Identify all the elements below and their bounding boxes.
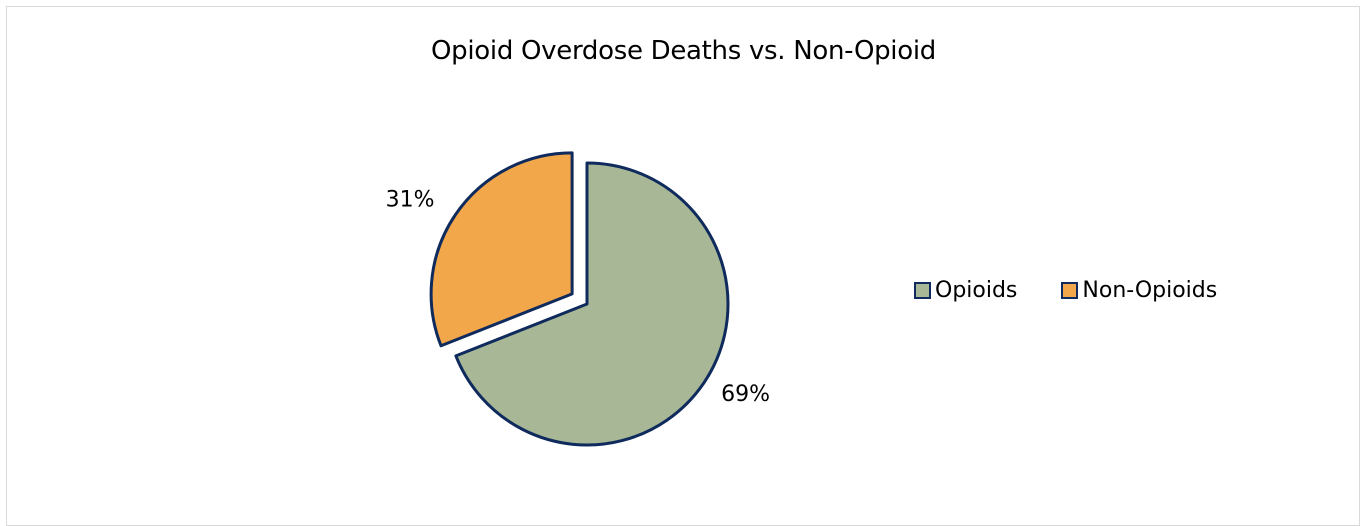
legend-item-non-opioids: Non-Opioids — [1061, 278, 1217, 303]
legend-swatch-non-opioids — [1061, 282, 1079, 299]
chart-title: Opioid Overdose Deaths vs. Non-Opioid — [431, 36, 936, 66]
legend-item-opioids: Opioids — [914, 278, 1017, 303]
pie-slice-opioids — [454, 161, 730, 447]
data-label-opioids: 69% — [721, 382, 770, 407]
legend-label-opioids: Opioids — [935, 278, 1018, 303]
pie-chart: 69% 31% — [386, 151, 770, 447]
pie-slice-non-opioids — [429, 151, 574, 348]
legend: Opioids Non-Opioids — [914, 278, 1217, 303]
data-label-non-opioids: 31% — [386, 187, 435, 212]
legend-label-non-opioids: Non-Opioids — [1082, 278, 1218, 303]
legend-swatch-opioids — [914, 282, 931, 299]
